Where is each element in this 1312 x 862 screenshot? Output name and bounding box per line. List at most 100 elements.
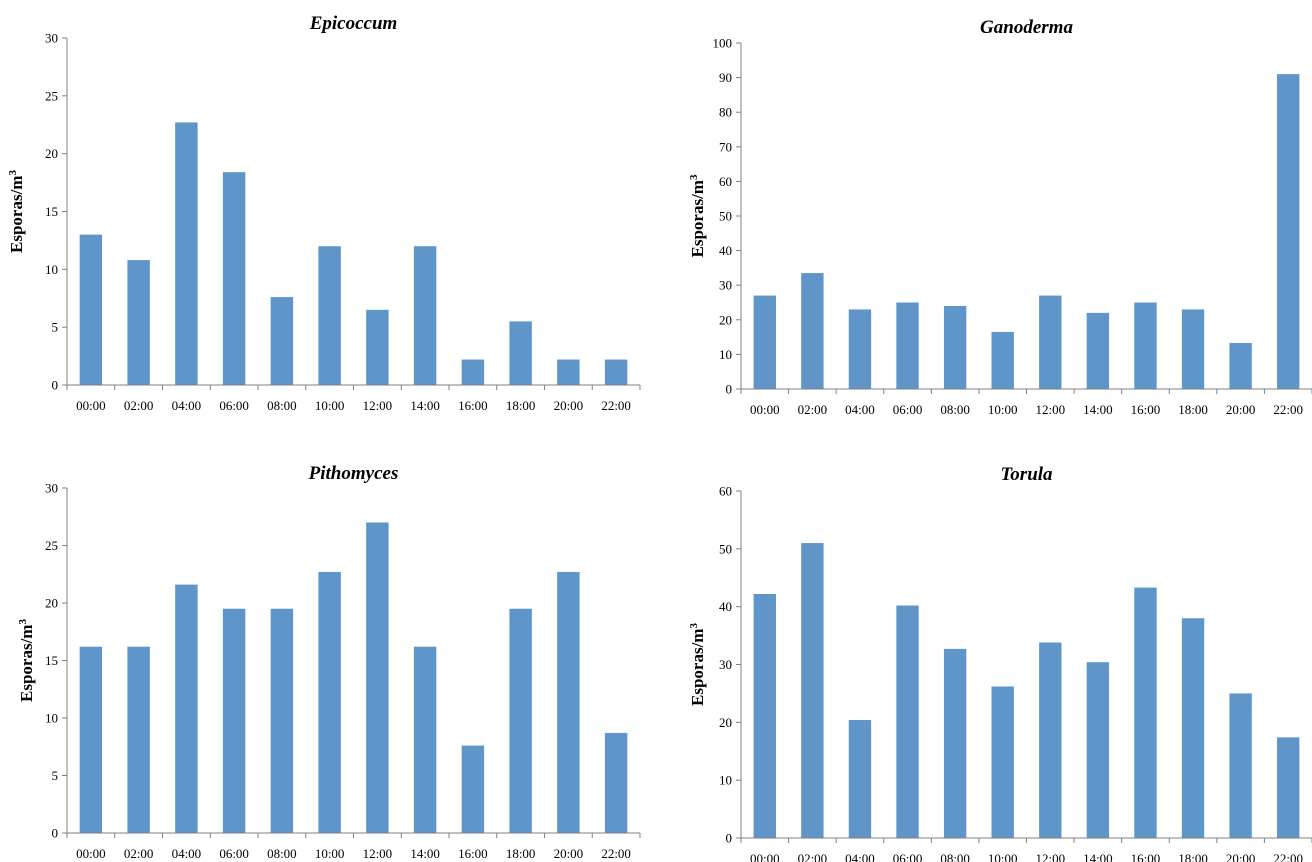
x-tick-label: 10:00 [315, 398, 345, 413]
x-tick-label: 16:00 [458, 846, 488, 861]
x-tick-label: 00:00 [76, 398, 106, 413]
x-tick-label: 08:00 [940, 851, 970, 862]
y-tick-label: 25 [45, 538, 58, 553]
bar-0200 [801, 543, 824, 838]
y-tick-label: 30 [719, 278, 732, 293]
x-tick-label: 00:00 [750, 851, 780, 862]
x-tick-label: 12:00 [1035, 402, 1065, 417]
x-tick-label: 00:00 [76, 846, 106, 861]
bar-1200 [366, 309, 389, 385]
x-tick-label: 08:00 [940, 402, 970, 417]
bar-0200 [127, 646, 150, 833]
y-tick-label: 20 [45, 146, 58, 161]
y-tick-label: 40 [719, 243, 732, 258]
chart-title: Ganoderma [980, 17, 1073, 38]
bar-2000 [1229, 342, 1252, 389]
x-tick-label: 00:00 [750, 402, 780, 417]
y-axis-label-text: Esporas/m [688, 629, 707, 706]
y-tick-label: 10 [719, 347, 732, 362]
x-tick-label: 16:00 [458, 398, 488, 413]
y-axis-label-superscript: 3 [17, 619, 29, 625]
y-tick-label: 0 [52, 826, 59, 841]
y-axis-label-text: Esporas/m [688, 180, 707, 257]
bar-0600 [896, 605, 919, 838]
y-tick-label: 80 [719, 105, 732, 120]
y-tick-label: 0 [726, 831, 733, 846]
y-tick-label: 10 [45, 262, 58, 277]
x-tick-label: 02:00 [124, 846, 154, 861]
x-tick-label: 06:00 [893, 851, 923, 862]
bar-1400 [413, 646, 437, 833]
bar-1800 [1181, 309, 1205, 389]
bar-0000 [753, 593, 776, 838]
y-axis-label: Esporas/m3 [688, 174, 707, 257]
bar-2200 [604, 359, 628, 385]
bar-1200 [1039, 642, 1062, 838]
x-tick-label: 12:00 [363, 846, 393, 861]
chart-title: Epicoccum [309, 13, 398, 34]
x-tick-label: 04:00 [845, 851, 875, 862]
y-tick-label: 40 [719, 599, 732, 614]
x-tick-label: 22:00 [1273, 402, 1303, 417]
bar-0600 [896, 302, 919, 389]
chart-ganoderma: GanodermaEsporas/m3010203040506070809010… [688, 17, 1312, 417]
chart-title: Torula [1000, 464, 1053, 485]
bar-1200 [1039, 295, 1062, 389]
x-tick-label: 10:00 [988, 402, 1018, 417]
x-tick-label: 14:00 [410, 846, 440, 861]
bar-1000 [318, 246, 341, 385]
x-tick-label: 18:00 [1178, 402, 1208, 417]
x-tick-label: 18:00 [1178, 851, 1208, 862]
x-tick-label: 10:00 [988, 851, 1018, 862]
bar-1800 [509, 321, 532, 385]
x-tick-label: 16:00 [1131, 851, 1161, 862]
bar-0600 [222, 608, 246, 833]
x-tick-label: 08:00 [267, 398, 297, 413]
bar-2000 [557, 571, 580, 833]
bar-2200 [604, 732, 628, 833]
bar-1000 [991, 686, 1014, 838]
bar-1200 [366, 522, 389, 833]
x-tick-label: 20:00 [554, 398, 584, 413]
bar-2000 [557, 359, 580, 385]
x-tick-label: 22:00 [601, 846, 631, 861]
y-axis-label: Esporas/m3 [688, 623, 707, 706]
y-axis-label-superscript: 3 [7, 170, 19, 176]
x-tick-label: 04:00 [172, 398, 202, 413]
bar-1600 [461, 745, 485, 833]
x-tick-label: 02:00 [124, 398, 154, 413]
y-axis-label: Esporas/m3 [7, 170, 26, 253]
y-tick-label: 30 [719, 657, 732, 672]
bar-1000 [318, 571, 341, 833]
y-tick-label: 20 [719, 715, 732, 730]
bar-0800 [943, 305, 967, 389]
y-tick-label: 60 [719, 484, 732, 499]
bar-2200 [1277, 74, 1300, 389]
x-tick-label: 14:00 [410, 398, 440, 413]
y-axis-label: Esporas/m3 [17, 619, 36, 702]
y-tick-label: 10 [719, 773, 732, 788]
x-tick-label: 06:00 [219, 398, 249, 413]
bar-0800 [270, 297, 294, 385]
bar-1400 [1086, 662, 1110, 838]
bar-2000 [1229, 693, 1252, 838]
bar-1600 [1134, 587, 1157, 838]
x-tick-label: 12:00 [1035, 851, 1065, 862]
y-axis-label-superscript: 3 [688, 174, 700, 180]
x-tick-label: 16:00 [1131, 402, 1161, 417]
bar-0400 [848, 309, 872, 389]
y-axis-label-text: Esporas/m [17, 625, 36, 702]
y-tick-label: 0 [52, 378, 59, 393]
x-tick-label: 20:00 [554, 846, 584, 861]
y-tick-label: 10 [45, 711, 58, 726]
x-tick-label: 04:00 [172, 846, 202, 861]
y-axis-label-superscript: 3 [688, 623, 700, 629]
bar-1800 [509, 608, 532, 833]
x-tick-label: 02:00 [798, 851, 828, 862]
bar-1600 [1134, 302, 1157, 389]
x-tick-label: 06:00 [219, 846, 249, 861]
x-tick-label: 22:00 [1273, 851, 1303, 862]
x-tick-label: 20:00 [1226, 402, 1256, 417]
y-tick-label: 20 [45, 596, 58, 611]
y-tick-label: 5 [52, 768, 59, 783]
